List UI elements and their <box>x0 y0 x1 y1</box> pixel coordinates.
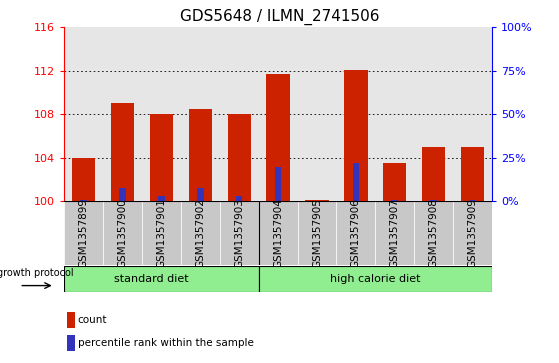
Bar <box>353 163 359 201</box>
Bar <box>181 27 220 201</box>
Bar <box>259 27 297 201</box>
Bar <box>228 114 251 201</box>
Bar <box>142 27 181 201</box>
Bar <box>422 147 446 201</box>
Bar <box>80 200 87 201</box>
Bar <box>67 312 75 329</box>
Bar <box>150 114 173 201</box>
Text: GSM1357909: GSM1357909 <box>467 198 477 268</box>
Text: GSM1357904: GSM1357904 <box>273 198 283 268</box>
Bar <box>469 200 476 201</box>
Text: GSM1357899: GSM1357899 <box>79 198 89 268</box>
Text: growth protocol: growth protocol <box>0 268 74 278</box>
Bar <box>119 188 126 201</box>
Text: GSM1357907: GSM1357907 <box>390 198 400 268</box>
Text: high calorie diet: high calorie diet <box>330 274 420 284</box>
Bar <box>453 201 492 265</box>
Bar <box>267 74 290 201</box>
Bar <box>430 200 437 201</box>
Text: GSM1357900: GSM1357900 <box>117 198 127 268</box>
Bar <box>275 167 281 201</box>
Bar <box>453 27 492 201</box>
Bar <box>158 196 165 201</box>
Bar <box>181 201 220 265</box>
Bar <box>414 201 453 265</box>
Text: GSM1357905: GSM1357905 <box>312 198 322 268</box>
Bar <box>67 335 75 351</box>
Text: percentile rank within the sample: percentile rank within the sample <box>78 338 254 347</box>
Bar <box>337 27 375 201</box>
Bar <box>375 27 414 201</box>
Bar <box>461 147 484 201</box>
Text: count: count <box>78 315 107 325</box>
Bar <box>111 103 134 201</box>
Bar <box>414 27 453 201</box>
Bar <box>297 201 337 265</box>
Text: GSM1357906: GSM1357906 <box>351 198 361 268</box>
Bar <box>375 201 414 265</box>
Bar <box>64 266 259 292</box>
Bar <box>344 70 367 201</box>
Text: standard diet: standard diet <box>115 274 189 284</box>
Bar <box>383 163 406 201</box>
Bar <box>103 27 142 201</box>
Text: GSM1357902: GSM1357902 <box>195 198 205 268</box>
Text: GSM1357908: GSM1357908 <box>429 198 439 268</box>
Bar <box>64 201 103 265</box>
Text: GSM1357903: GSM1357903 <box>234 198 244 268</box>
Bar <box>297 27 337 201</box>
Bar <box>220 201 259 265</box>
Bar <box>197 188 203 201</box>
Text: GSM1357901: GSM1357901 <box>157 198 167 268</box>
Text: GDS5648 / ILMN_2741506: GDS5648 / ILMN_2741506 <box>180 9 379 25</box>
Bar <box>220 27 259 201</box>
Bar <box>236 196 243 201</box>
Bar <box>103 201 142 265</box>
Bar <box>142 201 181 265</box>
Bar <box>337 201 375 265</box>
Bar <box>259 266 492 292</box>
Bar <box>391 200 398 201</box>
Bar <box>305 200 329 201</box>
Bar <box>259 201 297 265</box>
Bar <box>64 27 103 201</box>
Bar <box>189 109 212 201</box>
Bar <box>72 158 96 201</box>
